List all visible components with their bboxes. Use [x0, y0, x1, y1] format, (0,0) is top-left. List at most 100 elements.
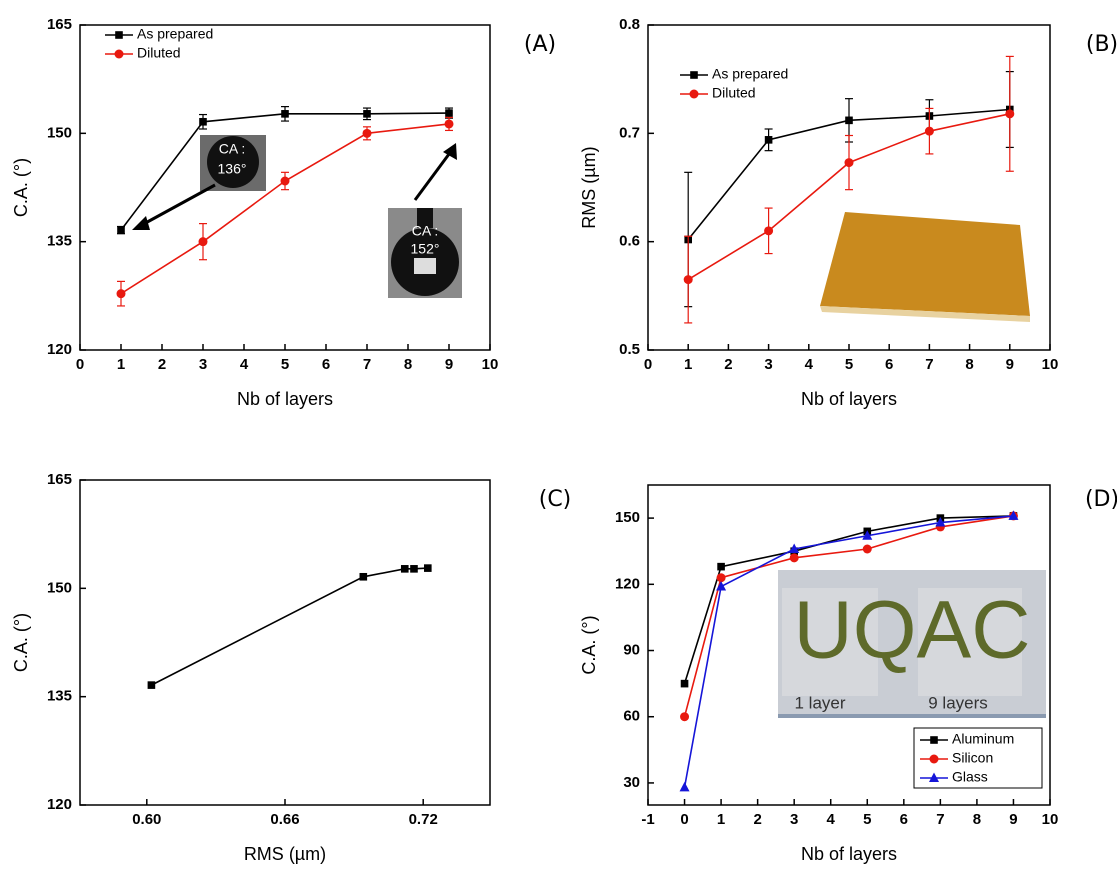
- x-tick-label: 0: [76, 356, 84, 373]
- inset-text: CA :: [412, 223, 438, 239]
- marker: [929, 754, 939, 764]
- x-tick-label: 3: [199, 356, 207, 373]
- marker: [689, 89, 699, 99]
- x-tick-label: 7: [925, 356, 933, 373]
- legend-label: Diluted: [137, 45, 181, 61]
- marker: [929, 772, 939, 782]
- marker: [844, 158, 854, 168]
- marker: [114, 49, 124, 59]
- x-tick-label: 3: [790, 811, 798, 828]
- marker: [862, 544, 872, 554]
- x-tick-label: 0: [644, 356, 652, 373]
- y-axis-title: RMS (µm): [579, 146, 599, 228]
- marker: [400, 565, 409, 573]
- marker: [117, 226, 125, 234]
- y-tick-label: 120: [615, 575, 640, 592]
- y-tick-label: 120: [47, 796, 72, 813]
- plot-frame: [647, 484, 1051, 806]
- x-tick-label: 4: [827, 811, 836, 828]
- panel-label: (A): [524, 32, 556, 57]
- panel-label: (B): [1086, 32, 1117, 57]
- marker: [716, 573, 726, 583]
- film: [918, 588, 1022, 696]
- arrow: [139, 183, 216, 228]
- x-tick-label: 9: [445, 356, 453, 373]
- plot-frame: [647, 24, 1051, 351]
- marker: [680, 679, 689, 688]
- marker: [281, 110, 289, 118]
- y-tick-label: 0.6: [619, 233, 640, 250]
- x-tick-label: 10: [1042, 811, 1059, 828]
- inset-text: CA :: [219, 141, 245, 157]
- series-line: [683, 515, 1014, 684]
- y-tick-label: 30: [623, 774, 640, 791]
- arrow-head: [132, 216, 150, 230]
- marker: [410, 565, 418, 573]
- marker: [930, 736, 938, 744]
- reflection: [414, 258, 436, 274]
- y-tick-label: 150: [47, 579, 72, 596]
- inset-text: 9 layers: [928, 693, 988, 712]
- x-tick-label: 0.66: [270, 811, 299, 828]
- marker: [116, 289, 126, 299]
- x-axis-title: Nb of layers: [801, 389, 897, 409]
- y-tick-label: 90: [623, 641, 640, 658]
- marker: [147, 681, 156, 689]
- inset-text: 152°: [411, 241, 440, 257]
- x-tick-label: 8: [404, 356, 412, 373]
- x-tick-label: 4: [240, 356, 249, 373]
- marker: [359, 572, 368, 581]
- marker: [679, 781, 690, 792]
- y-tick-label: 0.7: [619, 124, 640, 141]
- inset-text: 136°: [218, 161, 247, 177]
- x-tick-label: -1: [641, 811, 654, 828]
- y-tick-label: 150: [615, 509, 640, 526]
- inset-text: 1 layer: [794, 693, 845, 712]
- arrow-head: [443, 143, 457, 160]
- x-tick-label: 10: [482, 356, 499, 373]
- marker: [717, 562, 725, 571]
- x-tick-label: 7: [363, 356, 371, 373]
- x-tick-label: 2: [753, 811, 761, 828]
- afm-edge: [820, 306, 1030, 322]
- marker: [690, 71, 698, 79]
- inset-base: [778, 714, 1046, 718]
- x-tick-label: 5: [281, 356, 289, 373]
- plot-frame: [79, 24, 491, 351]
- legend-label: Aluminum: [952, 731, 1014, 747]
- x-tick-label: 9: [1006, 356, 1014, 373]
- marker: [924, 126, 934, 136]
- marker: [845, 116, 853, 125]
- x-tick-label: 7: [936, 811, 944, 828]
- x-tick-label: 0.72: [409, 811, 438, 828]
- series-line: [683, 515, 1014, 717]
- marker: [198, 237, 208, 247]
- marker: [280, 176, 290, 186]
- x-tick-label: 1: [684, 356, 692, 373]
- x-tick-label: 6: [322, 356, 330, 373]
- marker: [862, 530, 873, 540]
- marker: [683, 275, 693, 285]
- y-tick-label: 60: [623, 708, 640, 725]
- y-tick-label: 120: [47, 341, 72, 358]
- x-tick-label: 1: [117, 356, 125, 373]
- marker: [444, 119, 454, 129]
- marker: [764, 136, 773, 144]
- legend-label: As prepared: [712, 66, 788, 82]
- film: [782, 588, 878, 696]
- marker: [1005, 109, 1015, 119]
- marker: [716, 581, 727, 591]
- x-tick-label: 3: [764, 356, 772, 373]
- y-tick-label: 135: [47, 233, 72, 250]
- droplet: [207, 136, 259, 188]
- inset-text: UQAC: [794, 585, 1031, 676]
- marker: [363, 110, 371, 118]
- marker: [789, 543, 800, 553]
- plot-frame: [79, 479, 491, 806]
- x-tick-label: 2: [724, 356, 732, 373]
- x-tick-label: 0.60: [132, 811, 161, 828]
- x-tick-label: 2: [158, 356, 166, 373]
- marker: [424, 564, 432, 572]
- x-tick-label: 10: [1042, 356, 1059, 373]
